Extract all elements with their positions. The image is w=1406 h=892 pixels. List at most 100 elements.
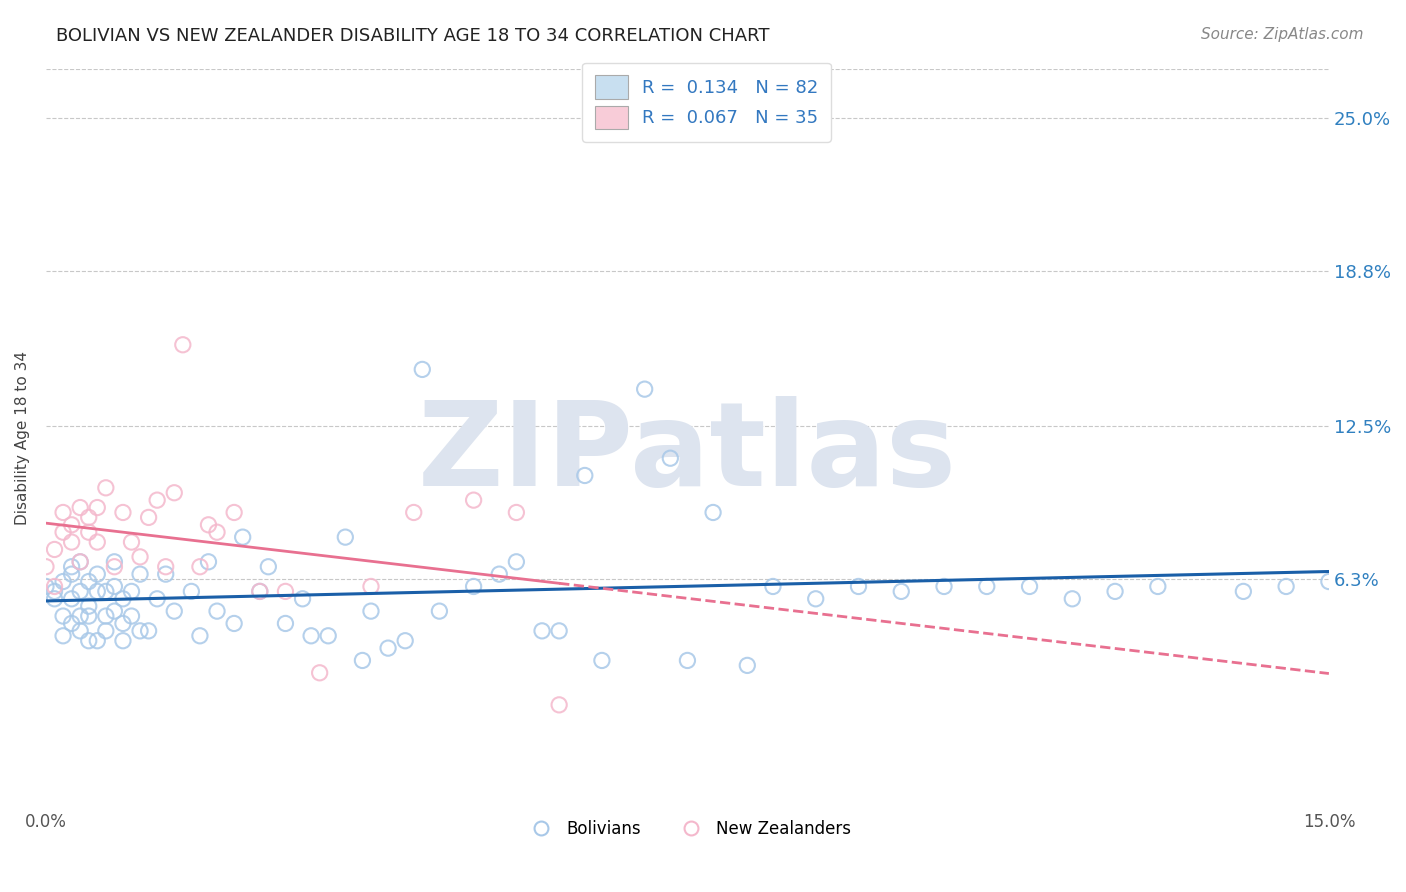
Point	[188, 629, 211, 643]
Point	[274, 584, 297, 599]
Point	[94, 624, 117, 638]
Point	[505, 555, 527, 569]
Point	[848, 579, 870, 593]
Point	[548, 624, 571, 638]
Point	[291, 591, 314, 606]
Point	[77, 510, 100, 524]
Point	[44, 591, 66, 606]
Point	[129, 567, 152, 582]
Point	[103, 555, 125, 569]
Point	[146, 591, 169, 606]
Point	[86, 535, 108, 549]
Point	[52, 609, 75, 624]
Point	[394, 633, 416, 648]
Point	[77, 574, 100, 589]
Point	[69, 609, 91, 624]
Point	[299, 629, 322, 643]
Point	[488, 567, 510, 582]
Point	[103, 559, 125, 574]
Point	[94, 584, 117, 599]
Point	[429, 604, 451, 618]
Point	[1062, 591, 1084, 606]
Point	[548, 698, 571, 712]
Text: BOLIVIAN VS NEW ZEALANDER DISABILITY AGE 18 TO 34 CORRELATION CHART: BOLIVIAN VS NEW ZEALANDER DISABILITY AGE…	[56, 27, 769, 45]
Point	[197, 517, 219, 532]
Point	[94, 481, 117, 495]
Point	[69, 584, 91, 599]
Y-axis label: Disability Age 18 to 34: Disability Age 18 to 34	[15, 351, 30, 525]
Point	[138, 510, 160, 524]
Point	[976, 579, 998, 593]
Point	[60, 567, 83, 582]
Point	[463, 579, 485, 593]
Point	[77, 633, 100, 648]
Point	[804, 591, 827, 606]
Point	[890, 584, 912, 599]
Point	[360, 604, 382, 618]
Point	[352, 653, 374, 667]
Point	[762, 579, 785, 593]
Point	[69, 555, 91, 569]
Point	[377, 641, 399, 656]
Point	[103, 604, 125, 618]
Legend: Bolivians, New Zealanders: Bolivians, New Zealanders	[517, 814, 858, 845]
Point	[52, 629, 75, 643]
Point	[155, 559, 177, 574]
Point	[60, 616, 83, 631]
Point	[402, 506, 425, 520]
Point	[77, 599, 100, 614]
Point	[138, 624, 160, 638]
Point	[1104, 584, 1126, 599]
Point	[188, 559, 211, 574]
Point	[121, 535, 143, 549]
Point	[35, 559, 58, 574]
Point	[35, 579, 58, 593]
Point	[163, 604, 186, 618]
Point	[676, 653, 699, 667]
Point	[360, 579, 382, 593]
Point	[737, 658, 759, 673]
Point	[77, 525, 100, 540]
Point	[44, 584, 66, 599]
Point	[463, 493, 485, 508]
Point	[249, 584, 271, 599]
Text: ZIPatlas: ZIPatlas	[418, 396, 957, 511]
Point	[308, 665, 330, 680]
Point	[257, 559, 280, 574]
Point	[411, 362, 433, 376]
Point	[60, 517, 83, 532]
Point	[60, 559, 83, 574]
Point	[86, 500, 108, 515]
Point	[44, 542, 66, 557]
Point	[197, 555, 219, 569]
Point	[274, 616, 297, 631]
Point	[121, 609, 143, 624]
Point	[52, 525, 75, 540]
Text: Source: ZipAtlas.com: Source: ZipAtlas.com	[1201, 27, 1364, 42]
Point	[574, 468, 596, 483]
Point	[94, 609, 117, 624]
Point	[205, 525, 228, 540]
Point	[69, 555, 91, 569]
Point	[111, 633, 134, 648]
Point	[77, 609, 100, 624]
Point	[69, 500, 91, 515]
Point	[335, 530, 357, 544]
Point	[163, 485, 186, 500]
Point	[505, 506, 527, 520]
Point	[224, 616, 246, 631]
Point	[44, 579, 66, 593]
Point	[155, 567, 177, 582]
Point	[316, 629, 339, 643]
Point	[60, 591, 83, 606]
Point	[111, 616, 134, 631]
Point	[249, 584, 271, 599]
Point	[634, 382, 657, 396]
Point	[86, 633, 108, 648]
Point	[1232, 584, 1254, 599]
Point	[180, 584, 202, 599]
Point	[224, 506, 246, 520]
Point	[121, 584, 143, 599]
Point	[103, 579, 125, 593]
Point	[1018, 579, 1040, 593]
